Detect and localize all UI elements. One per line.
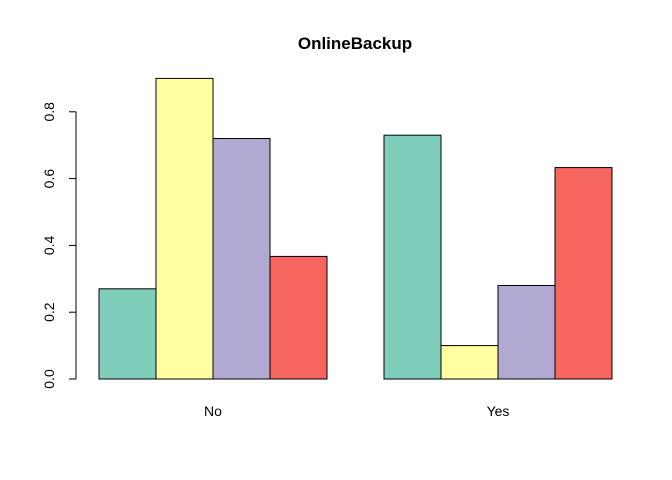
y-tick-label: 0.6 xyxy=(41,169,57,189)
bar-yes-2 xyxy=(440,345,499,380)
bar-yes-3 xyxy=(497,284,556,380)
x-category-label-yes: Yes xyxy=(487,403,510,419)
bars-group xyxy=(98,77,613,380)
x-category-label-no: No xyxy=(204,403,222,419)
y-tick-label: 0.4 xyxy=(41,235,57,255)
bar-yes-4 xyxy=(554,167,613,380)
x-axis-labels: No Yes xyxy=(204,403,509,419)
bar-yes-1 xyxy=(383,134,442,380)
bar-no-4 xyxy=(269,255,328,380)
bar-no-3 xyxy=(212,138,271,380)
y-tick-label: 0.2 xyxy=(41,302,57,322)
y-tick-label: 0.0 xyxy=(41,369,57,389)
chart-title: OnlineBackup xyxy=(298,34,412,53)
y-tick-label: 0.8 xyxy=(41,102,57,122)
bar-no-2 xyxy=(155,77,214,380)
y-axis: 0.0 0.2 0.4 0.6 0.8 xyxy=(41,102,77,389)
bar-no-1 xyxy=(98,288,157,380)
